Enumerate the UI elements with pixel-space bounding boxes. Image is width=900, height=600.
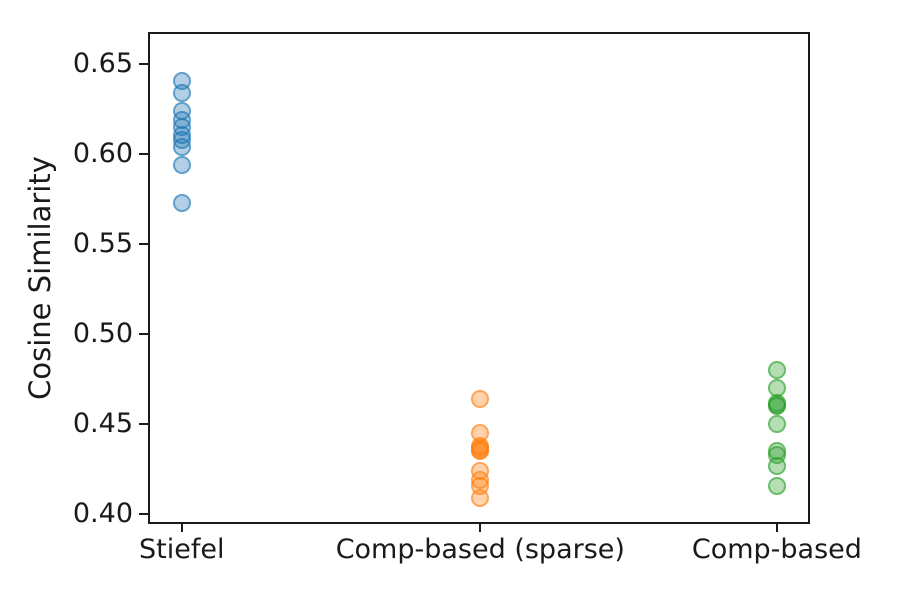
y-tick-label: 0.55 [72, 228, 133, 260]
x-tick-label-3: Comp-based [691, 534, 862, 565]
y-tick-label: 0.60 [72, 138, 133, 170]
y-tick-label: 0.65 [72, 48, 133, 80]
y-tick-mark [139, 243, 148, 246]
data-point [767, 476, 786, 495]
y-tick-label: 0.50 [72, 318, 133, 350]
y-tick-mark [139, 513, 148, 516]
data-point [471, 442, 490, 461]
y-tick-mark [139, 423, 148, 426]
data-point [767, 456, 786, 475]
data-point [767, 397, 786, 416]
y-axis-label: Cosine Similarity [23, 156, 57, 400]
data-point [172, 84, 191, 103]
data-point [471, 489, 490, 508]
x-tick-label-1: Stiefel [139, 534, 225, 565]
x-tick-mark [180, 524, 183, 532]
data-point [172, 138, 191, 157]
y-tick-label: 0.45 [72, 408, 133, 440]
y-tick-mark [139, 333, 148, 336]
data-point [172, 194, 191, 213]
data-point [767, 361, 786, 380]
data-point [471, 390, 490, 409]
data-point [767, 415, 786, 434]
y-tick-mark [139, 153, 148, 156]
x-tick-mark [775, 524, 778, 532]
data-point [172, 156, 191, 175]
y-tick-label: 0.40 [72, 498, 133, 530]
y-tick-mark [139, 63, 148, 66]
x-tick-mark [479, 524, 482, 532]
x-tick-label-2: Comp-based (sparse) [335, 534, 625, 565]
